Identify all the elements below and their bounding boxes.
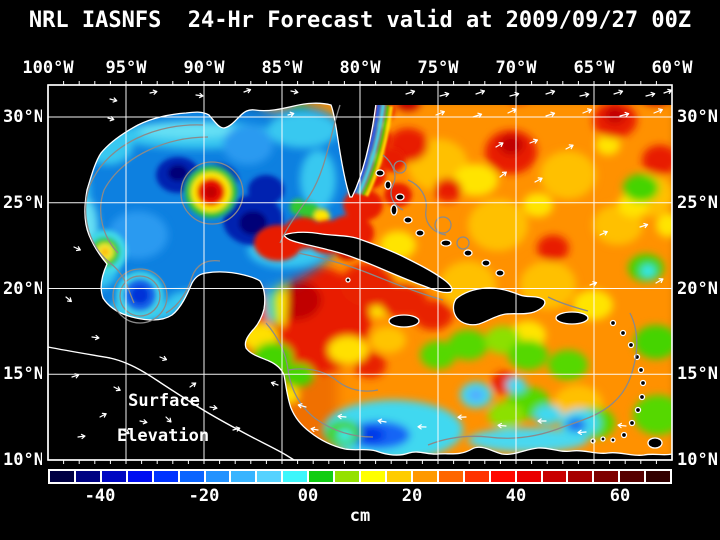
colorbar-cell — [257, 471, 284, 482]
lat-tick-label-right: 30°N — [677, 107, 718, 127]
colorbar-tick-label: 20 — [401, 486, 423, 506]
colorbar-cell — [153, 471, 180, 482]
overlay-label-line2: Elevation — [116, 426, 210, 446]
island-cuba — [283, 231, 453, 294]
lon-tick-label: 85°W — [261, 58, 303, 78]
colorbar-tick-label: 00 — [297, 486, 319, 506]
graticule — [48, 85, 672, 460]
lat-tick-label-right: 15°N — [677, 364, 718, 385]
lat-tick-label-right: 25°N — [677, 192, 718, 213]
colorbar-cell — [361, 471, 387, 482]
lon-tick-label: 90°W — [183, 58, 225, 78]
colorbar-cell — [568, 471, 595, 482]
model-boundary-mask — [374, 79, 678, 105]
colorbar-cell — [412, 471, 439, 482]
lon-tick-label: 80°W — [339, 58, 381, 78]
colorbar-cell — [386, 471, 413, 482]
colorbar-cell — [309, 471, 336, 482]
lon-tick-label: 95°W — [105, 58, 147, 78]
colorbar-cell — [490, 471, 517, 482]
colorbar-cell — [179, 471, 206, 482]
colorbar-cell — [516, 471, 543, 482]
colorbar-cell — [335, 471, 362, 482]
colorbar-cell — [101, 471, 128, 482]
colorbar-cell — [127, 471, 154, 482]
current-wind-vectors — [65, 88, 673, 440]
lat-tick-label-right: 10°N — [677, 450, 718, 470]
colorbar-cell — [75, 471, 102, 482]
colorbar-tick-label: -40 — [84, 486, 116, 506]
colorbar-tick-label: 60 — [609, 486, 631, 506]
colorbar-tick-label: 40 — [505, 486, 527, 506]
bathymetry-contours — [85, 104, 638, 446]
colorbar-units-label: cm — [349, 506, 371, 526]
lon-tick-label: 65°W — [573, 58, 615, 78]
colorbar — [48, 469, 672, 484]
lon-tick-label: 70°W — [495, 58, 537, 78]
lon-tick-label: 75°W — [417, 58, 459, 78]
islands-bahamas — [375, 169, 505, 277]
lat-tick-label-left: 30°N — [3, 107, 44, 127]
pacific-coastline — [47, 346, 295, 461]
colorbar-cell — [231, 471, 258, 482]
lat-tick-label-right: 20°N — [677, 278, 718, 299]
colorbar-cell — [646, 471, 671, 482]
colorbar-tick-label: -20 — [188, 486, 220, 506]
colorbar-cell — [205, 471, 232, 482]
degree-ticks — [63, 81, 657, 464]
lon-tick-label: 60°W — [651, 58, 693, 78]
colorbar-cell — [620, 471, 647, 482]
islands-lesser-antilles — [345, 277, 663, 449]
lat-tick-label-left: 25°N — [3, 192, 44, 213]
colorbar-cell — [594, 471, 621, 482]
colorbar-cell — [542, 471, 569, 482]
lat-tick-label-left: 20°N — [3, 278, 44, 299]
overlay-label-line1: Surface — [128, 391, 200, 411]
island-puerto-rico — [555, 311, 589, 325]
lat-tick-label-left: 10°N — [3, 450, 44, 470]
lon-tick-label: 100°W — [22, 58, 74, 78]
colorbar-cell — [50, 471, 76, 482]
colorbar-cell — [438, 471, 465, 482]
colorbar-cell — [283, 471, 310, 482]
map-canvas — [42, 79, 678, 466]
lat-tick-label-left: 15°N — [3, 364, 44, 385]
plot-title: NRL IASNFS 24-Hr Forecast valid at 2009/… — [28, 8, 692, 33]
ocean-field — [60, 85, 672, 460]
colorbar-cell — [464, 471, 491, 482]
island-jamaica — [388, 314, 420, 328]
